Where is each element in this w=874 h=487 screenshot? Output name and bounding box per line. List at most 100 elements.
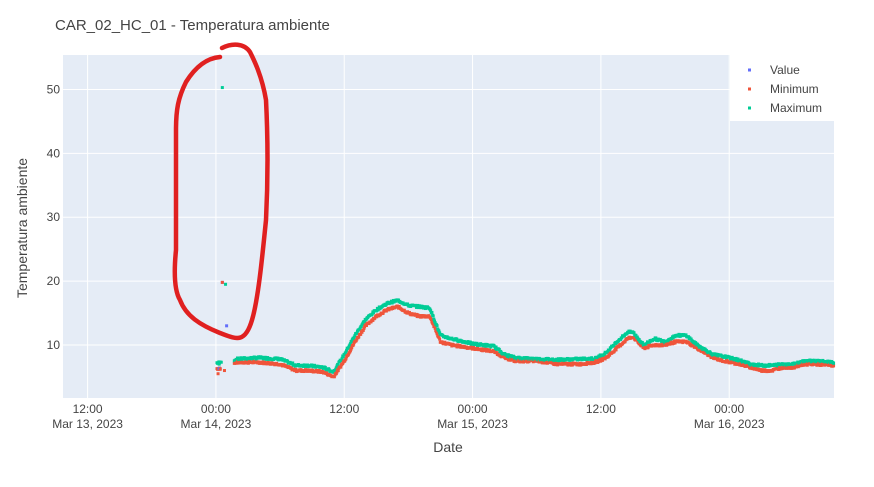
maximum-point <box>689 337 693 341</box>
maximum-point <box>700 346 704 350</box>
maximum-point <box>220 86 224 90</box>
maximum-legend-marker <box>748 106 751 110</box>
minimum-point <box>381 311 385 315</box>
minimum-point <box>597 360 601 364</box>
minimum-point <box>407 310 411 314</box>
minimum-point <box>608 353 612 357</box>
minimum-point <box>371 318 375 322</box>
x-tick-time-label: 00:00 <box>714 402 744 416</box>
maximum-point <box>291 361 295 365</box>
minimum-legend-label: Minimum <box>770 82 819 96</box>
minimum-point <box>334 372 338 376</box>
maximum-point <box>640 340 644 344</box>
maximum-point <box>433 321 437 325</box>
minimum-point <box>623 340 627 344</box>
maximum-point <box>345 348 349 352</box>
minimum-point <box>632 336 636 340</box>
minimum-point <box>216 372 220 376</box>
maximum-point <box>484 344 488 348</box>
maximum-point <box>597 355 601 359</box>
minimum-point <box>360 330 364 334</box>
maximum-point <box>435 324 439 328</box>
maximum-point <box>608 348 612 352</box>
maximum-point <box>332 370 336 374</box>
maximum-point <box>336 363 340 367</box>
plot-background <box>63 55 834 398</box>
maximum-point <box>327 368 331 372</box>
maximum-point <box>224 282 228 286</box>
minimum-point <box>350 346 354 350</box>
maximum-point <box>632 331 636 335</box>
minimum-point <box>362 327 366 331</box>
maximum-point <box>590 356 594 360</box>
maximum-point <box>612 344 616 348</box>
maximum-point <box>634 333 638 337</box>
minimum-point <box>794 365 798 369</box>
legend-box <box>730 55 834 121</box>
data-points <box>216 86 229 376</box>
maximum-point <box>619 338 623 342</box>
maximum-point <box>347 346 351 350</box>
value-legend-label: Value <box>770 63 800 77</box>
minimum-point <box>336 369 340 373</box>
minimum-point <box>695 345 699 349</box>
maximum-point <box>438 331 442 335</box>
minimum-point <box>311 368 315 372</box>
minimum-point <box>344 357 348 361</box>
minimum-point <box>593 361 597 365</box>
maximum-point <box>355 331 359 335</box>
minimum-point <box>429 318 433 322</box>
minimum-point <box>614 348 618 352</box>
maximum-point <box>437 329 441 333</box>
maximum-point <box>353 334 357 338</box>
minimum-point <box>646 346 650 350</box>
y-tick-label: 30 <box>47 210 61 224</box>
minimum-point <box>519 360 523 364</box>
minimum-point <box>220 280 224 284</box>
x-tick-date-label: Mar 15, 2023 <box>437 417 508 431</box>
minimum-point <box>294 367 298 371</box>
value-point <box>225 324 229 328</box>
minimum-point <box>352 342 356 346</box>
x-axis-label: Date <box>433 439 463 455</box>
minimum-point <box>397 304 401 308</box>
minimum-point <box>673 341 677 345</box>
minimum-point <box>438 337 442 341</box>
maximum-point <box>264 355 268 359</box>
minimum-point <box>348 349 352 353</box>
minimum-point <box>354 339 358 343</box>
x-tick-date-label: Mar 13, 2023 <box>52 417 123 431</box>
legend[interactable]: Value Minimum Maximum <box>730 55 834 121</box>
minimum-point <box>434 330 438 334</box>
y-tick-label: 50 <box>47 82 61 96</box>
x-tick-time-label: 12:00 <box>329 402 359 416</box>
maximum-point <box>684 333 688 337</box>
minimum-point <box>493 349 497 353</box>
maximum-point <box>348 342 352 346</box>
maximum-point <box>494 345 498 349</box>
maximum-point <box>677 332 681 336</box>
maximum-point <box>363 320 367 324</box>
minimum-point <box>480 347 484 351</box>
minimum-point <box>432 324 436 328</box>
minimum-point <box>606 355 610 359</box>
minimum-point <box>517 358 521 362</box>
minimum-point <box>325 371 329 375</box>
maximum-point <box>219 360 223 364</box>
minimum-point <box>496 351 500 355</box>
maximum-point <box>432 317 436 321</box>
minimum-point <box>402 308 406 312</box>
maximum-point <box>430 310 434 314</box>
minimum-point <box>720 358 724 362</box>
x-tick-date-label: Mar 16, 2023 <box>694 417 765 431</box>
minimum-legend-marker <box>748 87 751 91</box>
minimum-point <box>724 360 728 364</box>
minimum-point <box>218 367 222 371</box>
maximum-point <box>217 362 221 366</box>
maximum-point <box>432 319 436 323</box>
maximum-point <box>416 303 420 307</box>
minimum-point <box>332 375 336 379</box>
minimum-point <box>435 332 439 336</box>
y-tick-label: 20 <box>47 274 61 288</box>
